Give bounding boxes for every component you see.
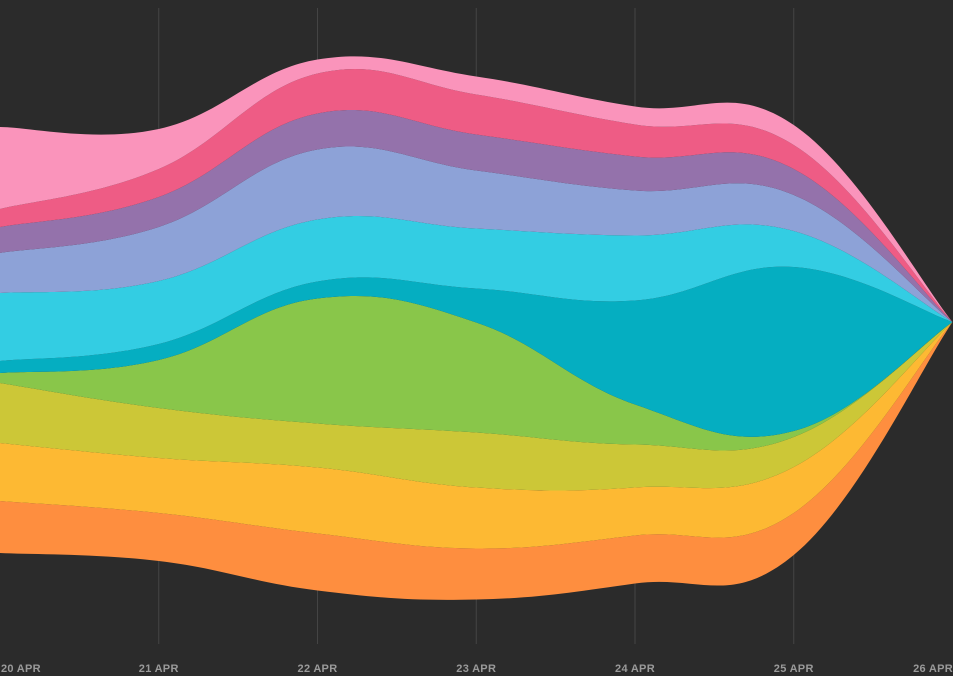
stream-layer-4 (0, 296, 953, 451)
x-axis: 20 APR 21 APR 22 APR 23 APR 24 APR 25 APR 26 A… (1, 663, 953, 675)
stream-layer-10 (0, 56, 953, 323)
stream-layer-6 (0, 216, 953, 361)
x-tick-label: 21 APR (139, 663, 179, 675)
x-tick-label: 23 APR (456, 663, 496, 675)
stream-layer-3 (0, 322, 953, 491)
stream-layer-1 (0, 322, 953, 600)
stream-layer-2 (0, 322, 953, 549)
stream-layer-7 (0, 146, 953, 322)
stream-layers (0, 56, 953, 600)
x-tick-label: 26 APR (913, 663, 953, 675)
x-tick-label: 24 APR (615, 663, 655, 675)
stream-layer-5 (0, 266, 953, 437)
x-tick-label: 20 APR (1, 663, 41, 675)
stream-layer-9 (0, 68, 953, 322)
stream-layer-8 (0, 110, 953, 323)
x-tick-label: 25 APR (774, 663, 814, 675)
x-tick-label: 22 APR (298, 663, 338, 675)
